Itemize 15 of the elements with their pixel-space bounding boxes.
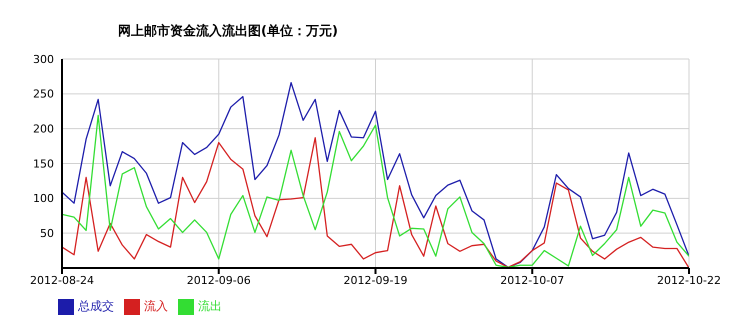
x-tick-label: 2012-10-22 (657, 274, 721, 287)
y-tick-label: 200 (33, 122, 54, 136)
legend-label: 总成交 (78, 299, 114, 313)
x-tick-label: 2012-08-24 (30, 274, 94, 287)
y-tick-label: 300 (33, 52, 54, 66)
y-tick-label: 100 (33, 192, 54, 206)
chart-title: 网上邮市资金流入流出图(单位：万元) (118, 22, 338, 40)
y-tick-label: 50 (40, 227, 54, 240)
legend-label: 流入 (144, 299, 168, 313)
x-tick-label: 2012-09-19 (344, 274, 408, 287)
legend-label: 流出 (198, 299, 222, 313)
y-tick-label: 150 (33, 157, 54, 170)
x-tick-label: 2012-10-07 (500, 274, 564, 287)
y-tick-label: 250 (33, 88, 54, 101)
x-tick-label: 2012-09-06 (186, 274, 251, 287)
